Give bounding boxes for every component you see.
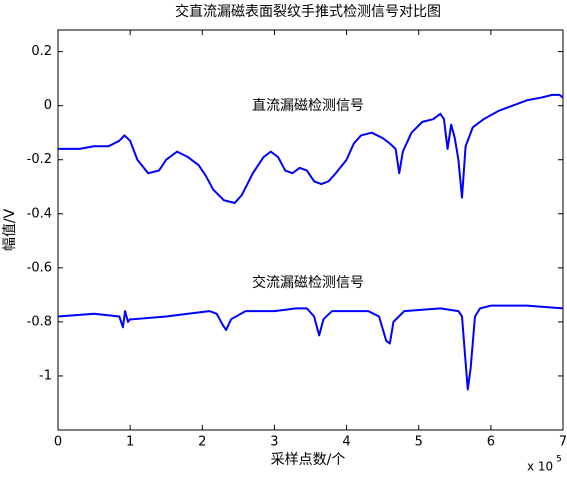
y-tick-label: -0.4 [27, 206, 52, 221]
x-tick-label: 3 [270, 435, 278, 450]
y-tick-label: -0.8 [27, 314, 52, 329]
chart-title: 交直流漏磁表面裂纹手推式检测信号对比图 [175, 3, 441, 20]
x-tick-label: 7 [559, 435, 567, 450]
annotation: 交流漏磁检测信号 [252, 274, 364, 291]
x-tick-label: 0 [54, 435, 62, 450]
x-tick-label: 2 [198, 435, 206, 450]
x-multiplier: x 10 [527, 460, 553, 474]
x-tick-label: 6 [487, 435, 495, 450]
axes-box [57, 29, 564, 431]
y-tick-label: 0.2 [31, 44, 52, 59]
x-multiplier-exponent: 5 [556, 455, 562, 465]
y-tick-label: -1 [39, 368, 52, 383]
signal-line [57, 304, 564, 391]
y-tick-label: -0.6 [27, 260, 52, 275]
x-tick-label: 5 [415, 435, 423, 450]
x-tick-label: 4 [342, 435, 350, 450]
x-axis-label: 采样点数/个 [271, 452, 346, 468]
annotation: 直流漏磁检测信号 [252, 97, 364, 114]
x-tick-label: 1 [126, 435, 134, 450]
y-axis-label: 幅值/V [2, 208, 18, 251]
y-tick-label: 0 [44, 98, 52, 113]
signal-line [58, 93, 564, 204]
y-tick-label: -0.2 [27, 152, 52, 167]
